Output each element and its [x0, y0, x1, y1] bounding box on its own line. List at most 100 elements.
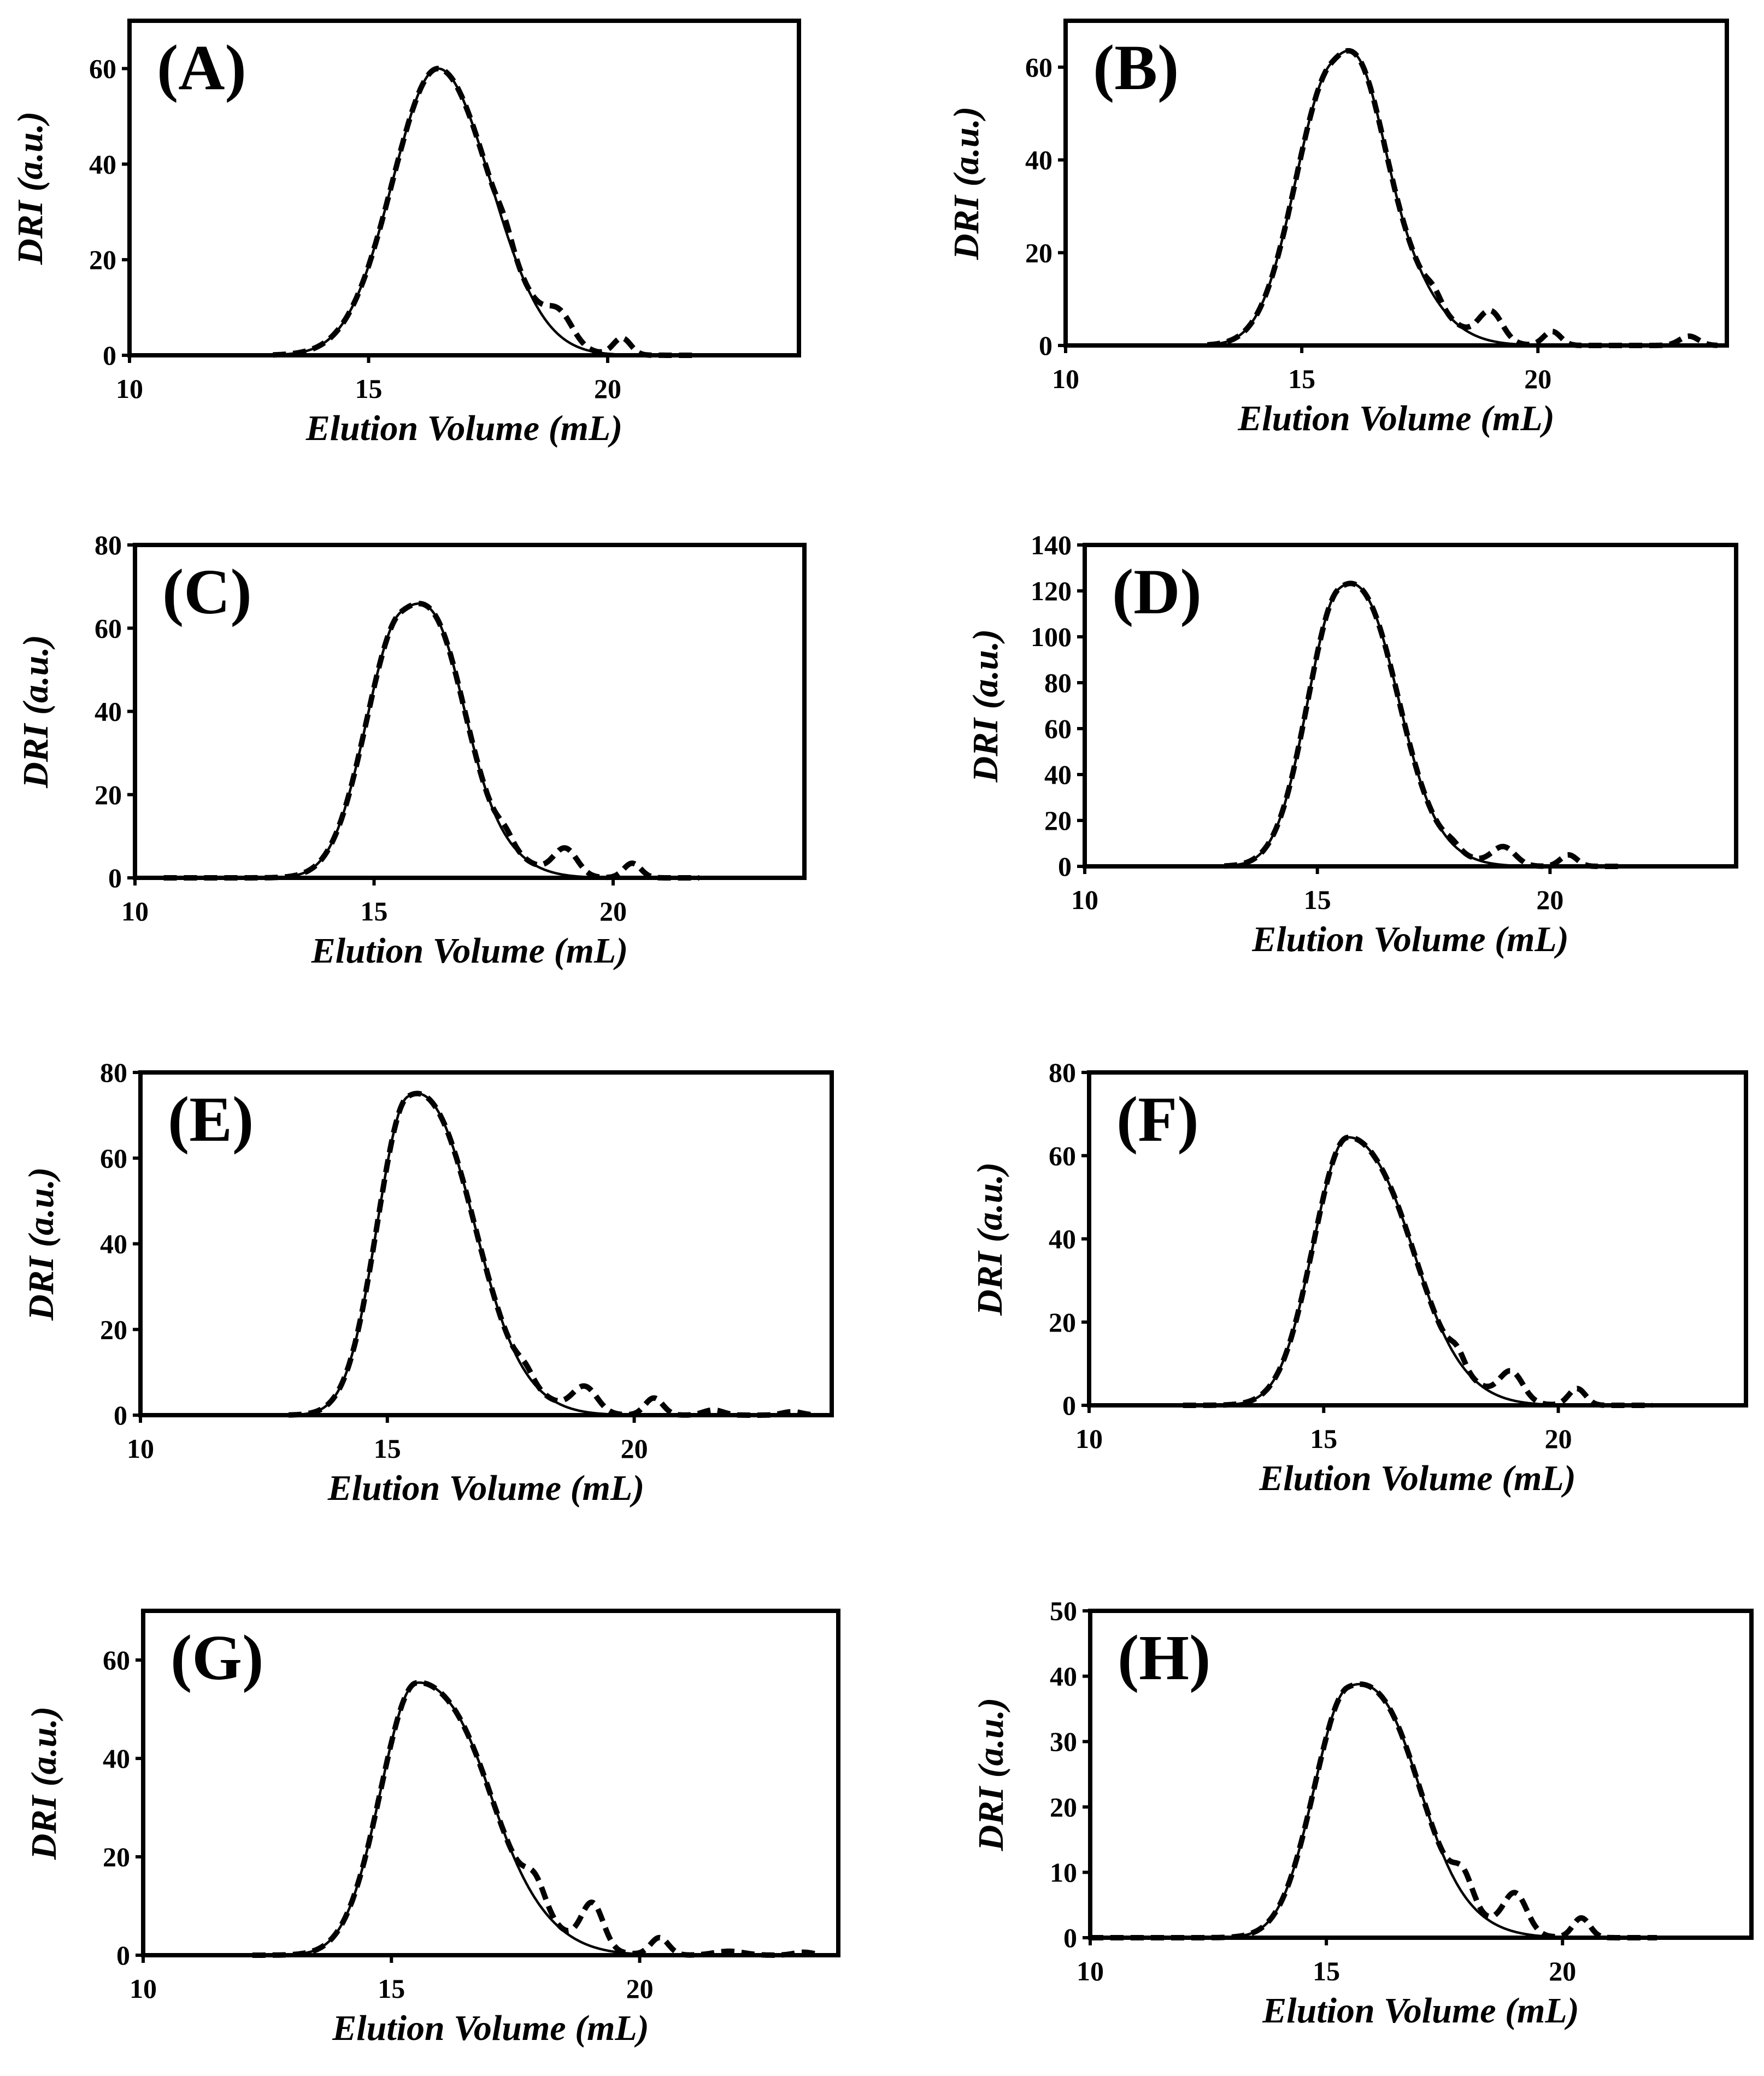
- panel-title: (E): [168, 1083, 254, 1155]
- y-tick-label: 80: [95, 530, 122, 560]
- y-tick-label: 60: [1025, 52, 1052, 83]
- series-measured: [271, 66, 696, 358]
- y-tick-label: 80: [1049, 1057, 1076, 1088]
- panel-title: (B): [1093, 32, 1179, 103]
- y-axis-title: DRI (a.u.): [966, 629, 1006, 783]
- x-tick-label: 10: [1071, 884, 1098, 915]
- panel-title: (G): [170, 1622, 263, 1693]
- x-tick-label: 20: [1536, 884, 1563, 915]
- y-tick-label: 20: [1044, 805, 1072, 836]
- x-axis-title: Elution Volume (mL): [1262, 1991, 1579, 2031]
- plot-frame: [127, 19, 801, 357]
- series-fit: [1207, 49, 1553, 347]
- y-tick-label: 20: [1050, 1792, 1077, 1822]
- x-tick-label: 10: [116, 373, 143, 404]
- plot-frame: [1088, 1609, 1754, 1940]
- x-tick-label: 15: [378, 1973, 405, 2004]
- series-measured: [1206, 48, 1719, 348]
- y-tick-label: 60: [1049, 1140, 1076, 1171]
- series-fit: [278, 602, 628, 879]
- x-tick-label: 15: [374, 1433, 401, 1464]
- x-tick-label: 10: [130, 1973, 157, 2004]
- y-tick-label: 0: [103, 340, 116, 371]
- y-axis-title: DRI (a.u.): [970, 1162, 1010, 1316]
- y-tick-label: 60: [1044, 713, 1072, 744]
- y-tick-label: 60: [103, 1645, 130, 1675]
- y-tick-label: 40: [100, 1229, 127, 1259]
- y-axis-title: DRI (a.u.): [946, 107, 986, 261]
- y-tick-label: 80: [100, 1057, 127, 1088]
- x-tick-label: 10: [121, 896, 149, 926]
- panel-title: (C): [162, 556, 252, 628]
- x-axis-title: Elution Volume (mL): [1237, 398, 1554, 438]
- series-fit: [1182, 1136, 1573, 1407]
- x-tick-label: 10: [1052, 363, 1079, 394]
- y-tick-label: 20: [100, 1314, 127, 1345]
- y-tick-label: 60: [95, 613, 122, 643]
- chart-panel-d: 0 20 40 60 80 100 120 140 10 15 20 (D) Elution Volum…: [966, 530, 1738, 959]
- y-axis-title: DRI (a.u.): [21, 1167, 61, 1321]
- y-tick-label: 120: [1031, 576, 1072, 606]
- x-tick-label: 15: [355, 373, 383, 404]
- y-tick-label: 40: [103, 1743, 130, 1774]
- y-tick-label: 40: [89, 149, 116, 179]
- x-tick-label: 20: [594, 373, 621, 404]
- y-tick-label: 140: [1031, 530, 1072, 560]
- y-tick-label: 10: [1050, 1857, 1077, 1887]
- x-tick-label: 10: [127, 1433, 154, 1464]
- y-tick-label: 20: [95, 779, 122, 810]
- series-fit: [1090, 1682, 1577, 1939]
- y-tick-label: 60: [100, 1143, 127, 1174]
- chart-panel-b: 0 20 40 60 10 15 20 (B) Elution Volume (mL) DRI (…: [946, 19, 1729, 438]
- y-tick-label: 30: [1050, 1726, 1077, 1757]
- series-fit: [252, 1681, 655, 1957]
- y-tick-label: 0: [116, 1940, 130, 1971]
- x-axis-title: Elution Volume (mL): [311, 931, 628, 971]
- y-tick-label: 40: [1044, 759, 1072, 790]
- y-tick-label: 40: [1050, 1661, 1077, 1692]
- panel-title: (A): [157, 32, 246, 103]
- x-axis-title: Elution Volume (mL): [1259, 1458, 1575, 1498]
- plot-frame: [1083, 543, 1738, 869]
- series-measured: [287, 1090, 814, 1418]
- y-tick-label: 20: [103, 1842, 130, 1872]
- x-tick-label: 20: [1524, 363, 1551, 394]
- series-measured: [1089, 1681, 1659, 1940]
- y-tick-label: 20: [89, 244, 116, 275]
- panel-title: (F): [1116, 1083, 1199, 1155]
- plot-frame: [141, 1609, 840, 1957]
- y-tick-label: 100: [1031, 621, 1072, 652]
- x-tick-label: 15: [1288, 363, 1315, 394]
- chart-panel-f: 0 20 40 60 80 10 15 20 (F) Elution Volume (mL) DRI…: [970, 1057, 1748, 1498]
- series-fit: [1224, 582, 1565, 868]
- panel-title: (D): [1112, 556, 1202, 628]
- x-tick-label: 15: [1310, 1423, 1337, 1454]
- plot-frame: [1063, 19, 1729, 348]
- chart-panel-g: 0 20 40 60 10 15 20 (G) Elution Volume (mL) DRI (…: [24, 1609, 840, 2048]
- x-tick-label: 20: [1545, 1423, 1572, 1454]
- x-tick-label: 10: [1075, 1423, 1103, 1454]
- series-measured: [1222, 580, 1622, 869]
- y-tick-label: 20: [1025, 237, 1052, 268]
- chart-panel-e: 0 20 40 60 80 10 15 20 (E) Elution Volume (mL) DRI…: [21, 1057, 834, 1508]
- chart-panel-c: 0 20 40 60 80 10 15 20 (C) Elution Volume (mL) DRI…: [16, 530, 807, 971]
- y-tick-label: 40: [1049, 1224, 1076, 1254]
- x-tick-label: 20: [626, 1973, 654, 2004]
- series-measured: [1181, 1134, 1654, 1408]
- y-tick-label: 20: [1049, 1307, 1076, 1338]
- y-tick-label: 0: [1058, 851, 1072, 882]
- x-tick-label: 20: [621, 1433, 648, 1464]
- y-tick-label: 40: [1025, 145, 1052, 175]
- x-axis-title: Elution Volume (mL): [1251, 919, 1568, 959]
- y-axis-title: DRI (a.u.): [10, 112, 50, 266]
- y-axis-title: DRI (a.u.): [24, 1706, 64, 1861]
- series-fit: [272, 67, 623, 356]
- series-measured: [162, 601, 701, 881]
- x-axis-title: Elution Volume (mL): [332, 2008, 649, 2048]
- x-axis-title: Elution Volume (mL): [305, 408, 622, 448]
- y-tick-label: 0: [108, 863, 122, 893]
- y-tick-label: 80: [1044, 667, 1072, 698]
- series-measured: [251, 1680, 820, 1958]
- chart-panel-a: 0 20 40 60 10 15 20 (A) Elution Volume (mL) DRI (…: [10, 19, 801, 448]
